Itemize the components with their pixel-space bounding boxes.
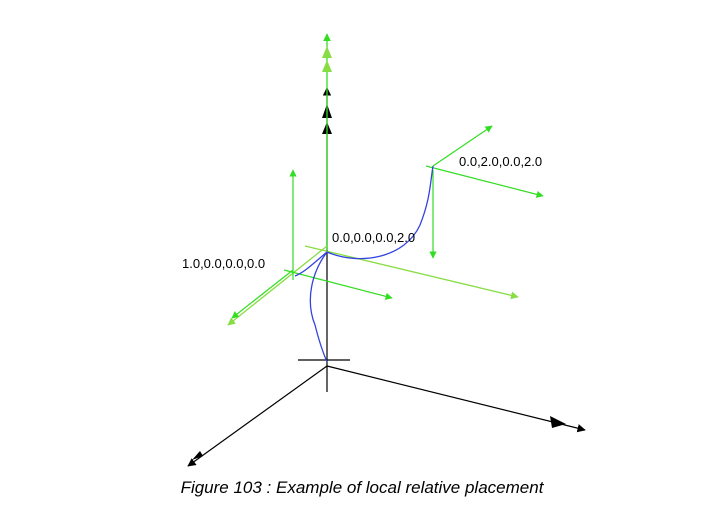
figure-caption: Figure 103 : Example of local relative p…	[180, 478, 544, 497]
frame-c-x-axis	[425, 165, 544, 198]
placement-curves	[294, 165, 434, 363]
frame-point-c	[425, 125, 544, 259]
label-point-c: 0.0,2.0,0.0,2.0	[459, 154, 542, 169]
frame-c-y-axis	[432, 125, 493, 167]
frame-b-y-axis	[227, 245, 328, 326]
label-point-a: 1.0,0.0,0.0,0.0	[182, 256, 265, 271]
frame-point-b	[227, 33, 519, 326]
frame-a-x-axis	[283, 269, 393, 300]
curve-b-to-origin	[309, 251, 328, 363]
global-y-axis	[187, 365, 328, 467]
frame-b-z-chevrons	[322, 46, 332, 72]
curve-b-to-a	[294, 251, 328, 277]
frame-b-x-axis	[304, 245, 519, 300]
global-x-axis	[326, 365, 586, 433]
frame-point-a	[231, 169, 393, 319]
global-axes	[187, 87, 586, 467]
curve-b-to-c	[326, 165, 434, 260]
frame-a-y-axis	[231, 269, 294, 319]
label-point-b: 0.0,0.0,0.0,2.0	[332, 230, 415, 245]
